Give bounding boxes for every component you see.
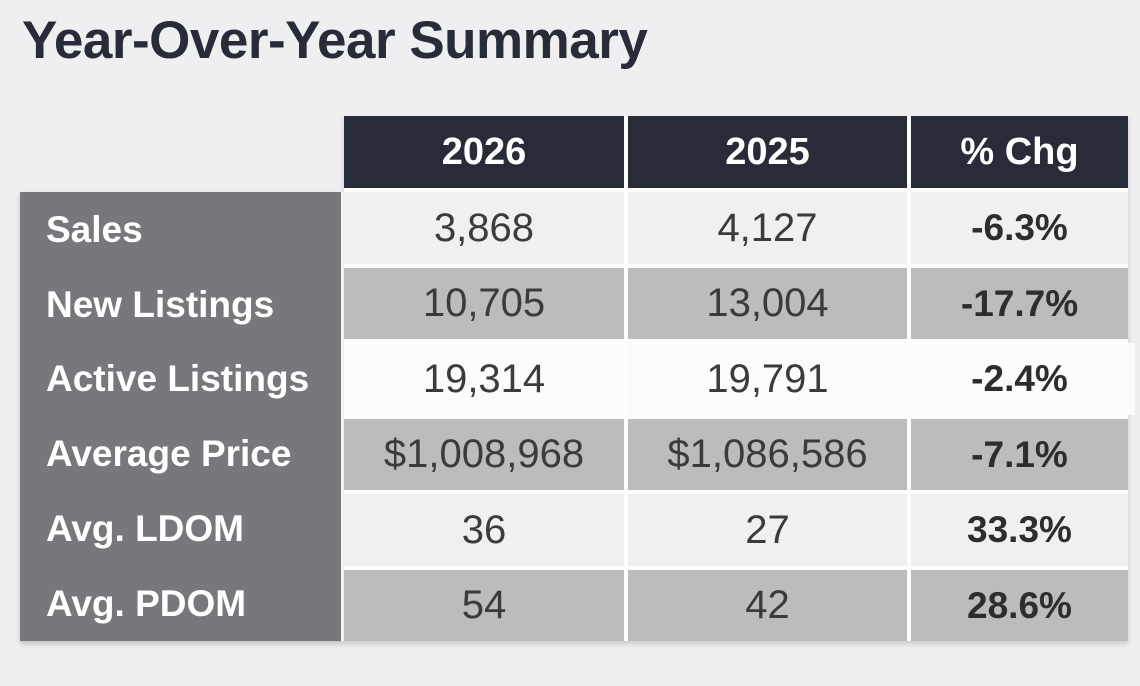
row-label: Sales bbox=[46, 208, 143, 250]
column-header-pct-chg: % Chg bbox=[911, 116, 1128, 189]
row-label: Avg. PDOM bbox=[46, 582, 247, 624]
cell-2025: 19,791 bbox=[628, 343, 907, 415]
cell-pct-chg: -6.3% bbox=[911, 192, 1128, 264]
row-label: Avg. LDOM bbox=[46, 508, 245, 550]
cell-2026: 3,868 bbox=[344, 192, 624, 264]
cell-2025: 27 bbox=[628, 494, 907, 566]
cell-pct-chg: -7.1% bbox=[911, 418, 1128, 491]
cell-2026: 19,314 bbox=[344, 343, 624, 415]
column-header-2025: 2025 bbox=[628, 116, 907, 189]
row-label-column: Sales New Listings Active Listings Average … bbox=[20, 192, 344, 642]
cell-2026: 10,705 bbox=[344, 267, 624, 340]
row-label: New Listings bbox=[46, 283, 275, 325]
cell-2026: $1,008,968 bbox=[344, 418, 624, 491]
cell-2026: 36 bbox=[344, 494, 624, 566]
cell-2025: $1,086,586 bbox=[628, 418, 907, 491]
cell-2026: 54 bbox=[344, 569, 624, 642]
data-grid: 2026 2025 % Chg 3,868 4,127 -6.3% 10,705… bbox=[344, 116, 1135, 642]
cell-pct-chg: 28.6% bbox=[911, 569, 1128, 642]
cell-2025: 42 bbox=[628, 569, 907, 642]
yoy-summary-table: Sales New Listings Active Listings Average … bbox=[20, 116, 1135, 645]
cell-pct-chg: 33.3% bbox=[911, 494, 1128, 566]
column-header-2026: 2026 bbox=[344, 116, 624, 189]
cell-pct-chg: -17.7% bbox=[911, 267, 1128, 340]
cell-2025: 4,127 bbox=[628, 192, 907, 264]
cell-2025: 13,004 bbox=[628, 267, 907, 340]
row-label: Active Listings bbox=[46, 358, 310, 400]
cell-pct-chg: -2.4% bbox=[911, 343, 1135, 415]
page-title: Year-Over-Year Summary bbox=[22, 11, 648, 70]
row-label: Average Price bbox=[46, 433, 292, 475]
